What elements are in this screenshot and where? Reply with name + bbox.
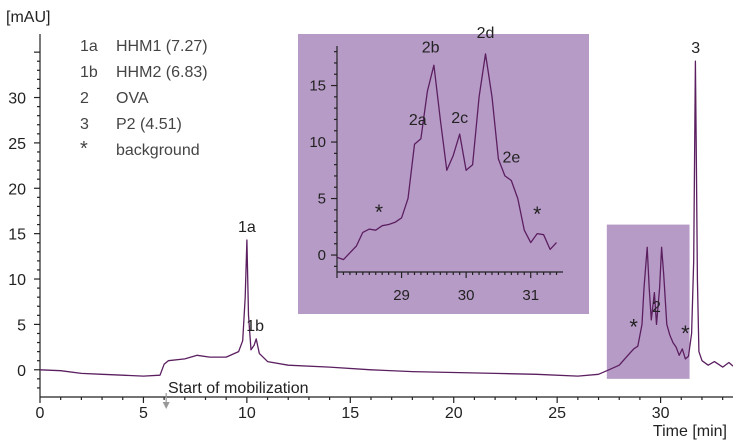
legend-key: 3 [80,116,89,133]
y-tick-label: 5 [17,317,26,334]
legend-label: HHM2 (6.83) [116,64,208,81]
inset-peak-label-2c: 2c [451,110,468,127]
background-marker: * [629,315,638,340]
legend-key: 1b [80,64,98,81]
x-tick-label: 0 [36,405,45,422]
inset-chart: 0 5 10 15 29 30 31 2a 2b 2c 2d 2e * * [298,25,589,314]
x-tick-label: 10 [238,405,256,422]
inset-y-tick-label: 5 [318,191,326,208]
inset-peak-label-2d: 2d [477,25,495,42]
highlight-region-peak-2 [606,224,690,379]
x-tick-label: 20 [445,405,463,422]
x-tick-label: 30 [652,405,670,422]
inset-y-tick-label: 0 [318,247,326,264]
background-marker: * [681,321,690,346]
inset-x-tick-label: 30 [458,287,475,304]
legend-label: OVA [116,90,149,107]
legend-key: 1a [80,38,98,55]
inset-x-tick-label: 31 [522,287,539,304]
peak-label-2: 2 [652,299,661,316]
legend-key: 2 [80,90,89,107]
main-chromatogram-trace [39,60,733,377]
mobilization-arrow-head [162,402,170,409]
main-trace-layer [39,60,733,377]
background-layer [606,224,690,379]
inset-background-marker: * [533,203,541,226]
x-axis-title: Time [min] [653,423,727,440]
y-tick-label: 10 [8,272,26,289]
legend-label: HHM1 (7.27) [116,38,208,55]
y-tick-label: 0 [17,363,26,380]
y-tick-label: 25 [8,136,26,153]
inset-peak-label-2a: 2a [409,112,427,129]
inset-background-marker: * [375,201,383,224]
legend-label: background [116,142,200,159]
peak-label-3: 3 [691,40,700,57]
inset-x-tick-label: 29 [393,287,410,304]
y-tick-label: 30 [8,91,26,108]
inset-chromatogram-trace [336,53,557,261]
inset-peak-label-2b: 2b [422,40,440,57]
y-tick-label: 15 [8,227,26,244]
peak-label-1b: 1b [246,318,264,335]
inset-background [298,34,589,314]
inset-y-tick-label: 10 [309,134,326,151]
inset-y-tick-label: 15 [309,78,326,95]
legend-key: * [80,138,88,160]
mobilization-annotation: Start of mobilization [168,380,309,397]
peak-label-1a: 1a [238,219,256,236]
x-tick-label: 5 [139,405,148,422]
y-axis-unit-label: [mAU] [6,9,50,26]
y-tick-label: 20 [8,181,26,198]
peak-labels-layer: 1a 1b 2 3 * * [238,40,700,346]
x-tick-label: 15 [341,405,359,422]
legend: 1a HHM1 (7.27) 1b HHM2 (6.83) 2 OVA 3 P2 (4.51)… [80,38,208,160]
inset-peak-label-2e: 2e [502,149,520,166]
x-tick-label: 25 [548,405,566,422]
legend-label: P2 (4.51) [116,116,182,133]
